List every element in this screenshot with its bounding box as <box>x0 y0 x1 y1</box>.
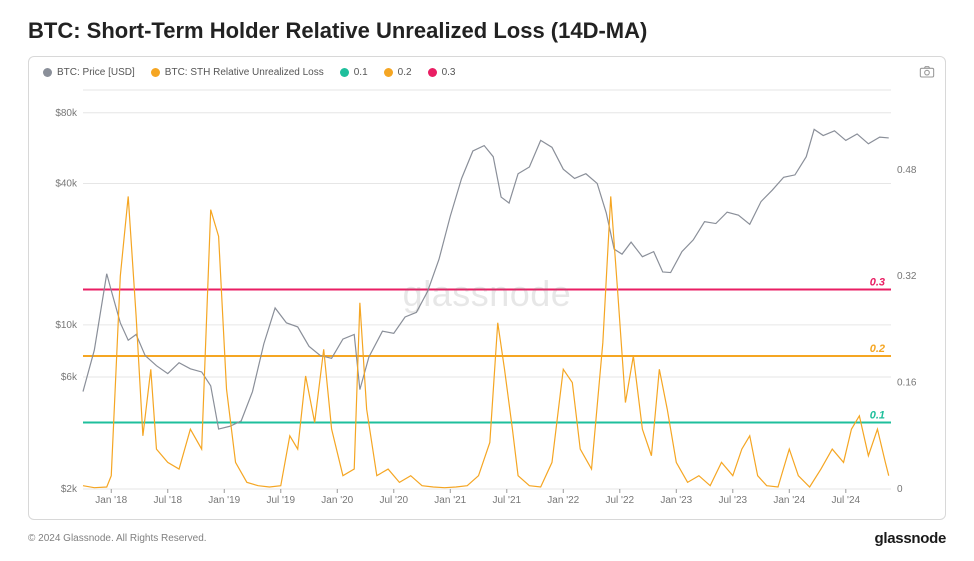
svg-text:Jul '24: Jul '24 <box>832 495 861 506</box>
svg-text:$80k: $80k <box>55 108 78 119</box>
svg-text:0.48: 0.48 <box>897 165 917 176</box>
svg-text:0.2: 0.2 <box>870 343 885 355</box>
legend-label-price: BTC: Price [USD] <box>57 67 135 78</box>
chart-title: BTC: Short-Term Holder Relative Unrealiz… <box>28 18 946 44</box>
plot-area[interactable]: $2k $6k $10k $40k $80k 0 0.16 0.32 0.48 Jan '18 Ju… <box>43 84 931 511</box>
chart-container: BTC: Short-Term Holder Relative Unrealiz… <box>0 0 974 561</box>
svg-text:Jul '20: Jul '20 <box>379 495 408 506</box>
legend-swatch-sth <box>151 68 160 77</box>
copyright-text: © 2024 Glassnode. All Rights Reserved. <box>28 533 207 544</box>
svg-text:Jan '23: Jan '23 <box>660 495 692 506</box>
legend-item-0-2[interactable]: 0.2 <box>384 67 412 78</box>
svg-text:Jul '22: Jul '22 <box>605 495 634 506</box>
footer: © 2024 Glassnode. All Rights Reserved. g… <box>28 530 946 547</box>
svg-text:Jan '24: Jan '24 <box>773 495 805 506</box>
svg-text:Jan '18: Jan '18 <box>95 495 127 506</box>
svg-text:$2k: $2k <box>61 484 78 495</box>
legend-swatch-0-2 <box>384 68 393 77</box>
legend: BTC: Price [USD] BTC: STH Relative Unrea… <box>43 67 931 78</box>
svg-text:0.1: 0.1 <box>870 410 885 422</box>
legend-label-0-1: 0.1 <box>354 67 368 78</box>
svg-text:Jan '20: Jan '20 <box>321 495 353 506</box>
legend-label-0-3: 0.3 <box>442 67 456 78</box>
svg-text:Jul '19: Jul '19 <box>266 495 295 506</box>
chart-frame: BTC: Price [USD] BTC: STH Relative Unrea… <box>28 56 946 520</box>
svg-text:Jul '23: Jul '23 <box>718 495 747 506</box>
legend-label-0-2: 0.2 <box>398 67 412 78</box>
screenshot-icon[interactable] <box>919 65 935 79</box>
svg-text:Jul '18: Jul '18 <box>153 495 182 506</box>
svg-text:0.3: 0.3 <box>870 277 885 289</box>
legend-item-price[interactable]: BTC: Price [USD] <box>43 67 135 78</box>
legend-swatch-0-1 <box>340 68 349 77</box>
legend-item-0-1[interactable]: 0.1 <box>340 67 368 78</box>
svg-text:0.32: 0.32 <box>897 271 917 282</box>
svg-text:Jan '21: Jan '21 <box>434 495 466 506</box>
legend-label-sth: BTC: STH Relative Unrealized Loss <box>165 67 324 78</box>
svg-text:Jan '19: Jan '19 <box>208 495 240 506</box>
svg-text:$6k: $6k <box>61 372 78 383</box>
svg-text:Jul '21: Jul '21 <box>492 495 521 506</box>
legend-swatch-0-3 <box>428 68 437 77</box>
svg-text:$40k: $40k <box>55 178 78 189</box>
svg-text:$10k: $10k <box>55 320 78 331</box>
svg-text:0: 0 <box>897 484 903 495</box>
svg-text:Jan '22: Jan '22 <box>547 495 579 506</box>
legend-swatch-price <box>43 68 52 77</box>
brand-logo: glassnode <box>875 530 947 547</box>
svg-text:0.16: 0.16 <box>897 378 917 389</box>
legend-item-0-3[interactable]: 0.3 <box>428 67 456 78</box>
legend-item-sth[interactable]: BTC: STH Relative Unrealized Loss <box>151 67 324 78</box>
